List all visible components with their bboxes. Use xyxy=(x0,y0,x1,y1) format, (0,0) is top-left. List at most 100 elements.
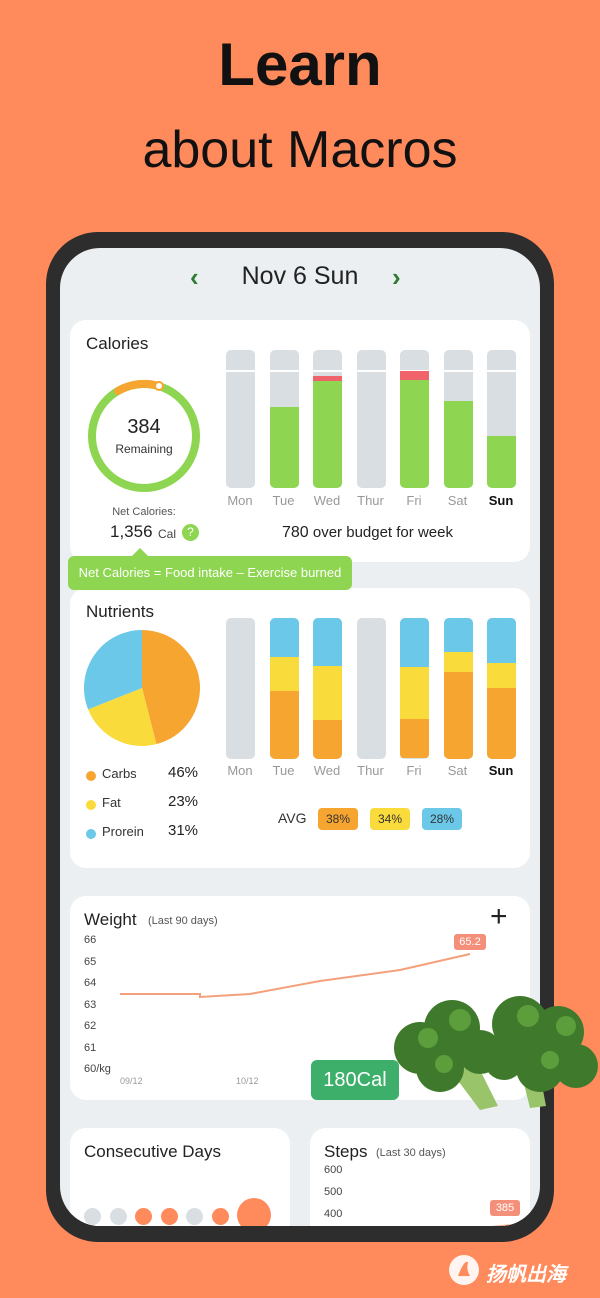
nutrient-segment-carbs xyxy=(487,688,516,759)
week-over-text: over budget for week xyxy=(312,524,453,541)
nutrients-title: Nutrients xyxy=(86,602,155,621)
legend-dot-fat xyxy=(86,800,96,810)
help-icon[interactable]: ? xyxy=(182,524,199,541)
weight-y-tick: 62 xyxy=(84,1020,97,1032)
nutrients-card[interactable]: Nutrients Carbs 46% Fat 23% Prorein 31% Mon Tu… xyxy=(70,588,530,868)
nutrient-segment-carbs xyxy=(269,691,299,759)
weight-y-axis: 66 65 64 63 62 61 60/kg xyxy=(84,934,144,1084)
calories-card[interactable]: Calories 384 Remaining Net Calories: 1,3… xyxy=(70,320,530,562)
day-label: Wed xyxy=(313,493,341,508)
day-label: Fri xyxy=(406,763,422,778)
weight-y-tick: 60/kg xyxy=(84,1063,111,1075)
nutrient-bar-fri xyxy=(400,618,429,759)
consecutive-title: Consecutive Days xyxy=(84,1142,222,1161)
weight-y-tick: 66 xyxy=(84,934,97,946)
day-label: Tue xyxy=(272,763,295,778)
calorie-bar-tue xyxy=(269,350,299,488)
avg-chip-fat: 34% xyxy=(370,808,410,830)
net-calories-tooltip: Net Calories = Food intake – Exercise bu… xyxy=(68,548,352,590)
consecutive-dots xyxy=(84,1198,284,1226)
steps-card[interactable]: Steps (Last 30 days) 600 500 400 385 xyxy=(310,1128,530,1226)
calories-ring xyxy=(88,379,200,492)
nutrient-bar-sat xyxy=(443,618,473,759)
nutrient-segment-protein xyxy=(400,618,429,667)
consecutive-days-card[interactable]: Consecutive Days xyxy=(70,1128,290,1226)
calorie-bar-consumed xyxy=(269,407,299,488)
legend-dot-prorein xyxy=(86,829,96,839)
steps-line-chart xyxy=(419,1223,526,1226)
calorie-bar-mon xyxy=(226,350,255,488)
add-weight-icon[interactable]: + xyxy=(490,900,508,933)
weight-x-tick-2: 10/12 xyxy=(236,1076,259,1086)
steps-title: Steps xyxy=(324,1142,368,1161)
streak-dot xyxy=(211,1208,229,1225)
steps-y-tick-400: 400 xyxy=(324,1208,343,1220)
calorie-bar-sun xyxy=(487,350,516,488)
streak-dot xyxy=(135,1208,152,1225)
net-calories-label: Net Calories: xyxy=(112,506,176,518)
steps-subtitle: (Last 30 days) xyxy=(376,1147,446,1159)
steps-y-tick-500: 500 xyxy=(324,1186,343,1198)
headline-title: Learn xyxy=(218,31,382,98)
chevron-right-icon[interactable]: › xyxy=(392,262,401,292)
weight-subtitle: (Last 90 days) xyxy=(148,915,218,927)
day-label: Thur xyxy=(357,763,384,778)
remaining-label: Remaining xyxy=(115,442,173,456)
net-calories-unit: Cal xyxy=(158,527,177,541)
date-navigator: ‹ Nov 6 Sun › xyxy=(60,258,540,294)
nutrient-segment-protein xyxy=(443,618,473,652)
legend-name: Fat xyxy=(102,795,121,810)
steps-current-label: 385 xyxy=(490,1200,520,1216)
streak-dot xyxy=(160,1208,178,1225)
headline-subtitle: about Macros xyxy=(142,121,458,179)
avg-chip-protein: 28% xyxy=(422,808,462,830)
day-label: Thur xyxy=(357,493,384,508)
nutrient-segment-fat xyxy=(443,652,473,672)
calorie-bar-consumed xyxy=(487,436,516,488)
calorie-bar-cap xyxy=(356,370,386,372)
calorie-bar-thur xyxy=(356,350,386,488)
nutrients-pie-chart xyxy=(83,630,201,746)
weight-x-tick-1: 09/12 xyxy=(120,1076,143,1086)
net-calories-value: 1,356 xyxy=(110,522,153,541)
nutrient-segment-protein xyxy=(269,618,299,657)
day-label: Mon xyxy=(227,763,253,778)
legend-percent: 23% xyxy=(168,793,199,810)
nutrient-segment-fat xyxy=(313,666,342,720)
chevron-left-icon[interactable]: ‹ xyxy=(190,262,199,292)
calories-title: Calories xyxy=(86,334,149,353)
nutrient-bar-tue xyxy=(269,618,299,759)
date-label[interactable]: Nov 6 Sun xyxy=(241,262,359,290)
day-label: Tue xyxy=(272,493,295,508)
legend-percent: 31% xyxy=(168,822,199,839)
day-label: Sun xyxy=(488,493,514,508)
calories-bar-chart: Mon Tue Wed Thur Fri Sat Sun xyxy=(70,320,530,520)
steps-y-tick-600: 600 xyxy=(324,1164,343,1176)
calorie-bar-sat xyxy=(443,350,473,488)
calorie-bar-fri xyxy=(400,350,429,488)
week-summary: 780 over budget for week xyxy=(282,524,453,542)
calorie-bar-cap xyxy=(443,370,473,372)
app-screen: ‹ Nov 6 Sun › Calories 384 Remaining Net… xyxy=(60,248,540,1226)
nutrient-segment-carbs xyxy=(443,672,473,759)
nutrient-segment-protein xyxy=(313,618,342,666)
day-label: Sat xyxy=(447,493,468,508)
nutrient-segment-protein xyxy=(487,618,516,663)
weight-title: Weight xyxy=(84,910,137,929)
legend-name: Carbs xyxy=(102,766,137,781)
day-label: Sat xyxy=(447,763,468,778)
day-label: Wed xyxy=(313,763,341,778)
streak-dot xyxy=(186,1208,203,1225)
nutrient-bar-thur xyxy=(356,618,386,759)
day-label: Fri xyxy=(406,493,422,508)
legend-dot-carbs xyxy=(86,771,96,781)
nutrient-bar-sun xyxy=(487,618,516,759)
pie-slice-carbs xyxy=(142,630,201,745)
calorie-bar-cap xyxy=(269,370,299,372)
calorie-bar-cap xyxy=(313,370,342,372)
calorie-bar-consumed xyxy=(400,380,429,488)
calorie-badge: 180Cal xyxy=(311,1060,399,1100)
nutrient-bar-mon xyxy=(226,618,255,759)
weight-y-tick: 64 xyxy=(84,977,97,989)
avg-label: AVG xyxy=(278,810,307,826)
